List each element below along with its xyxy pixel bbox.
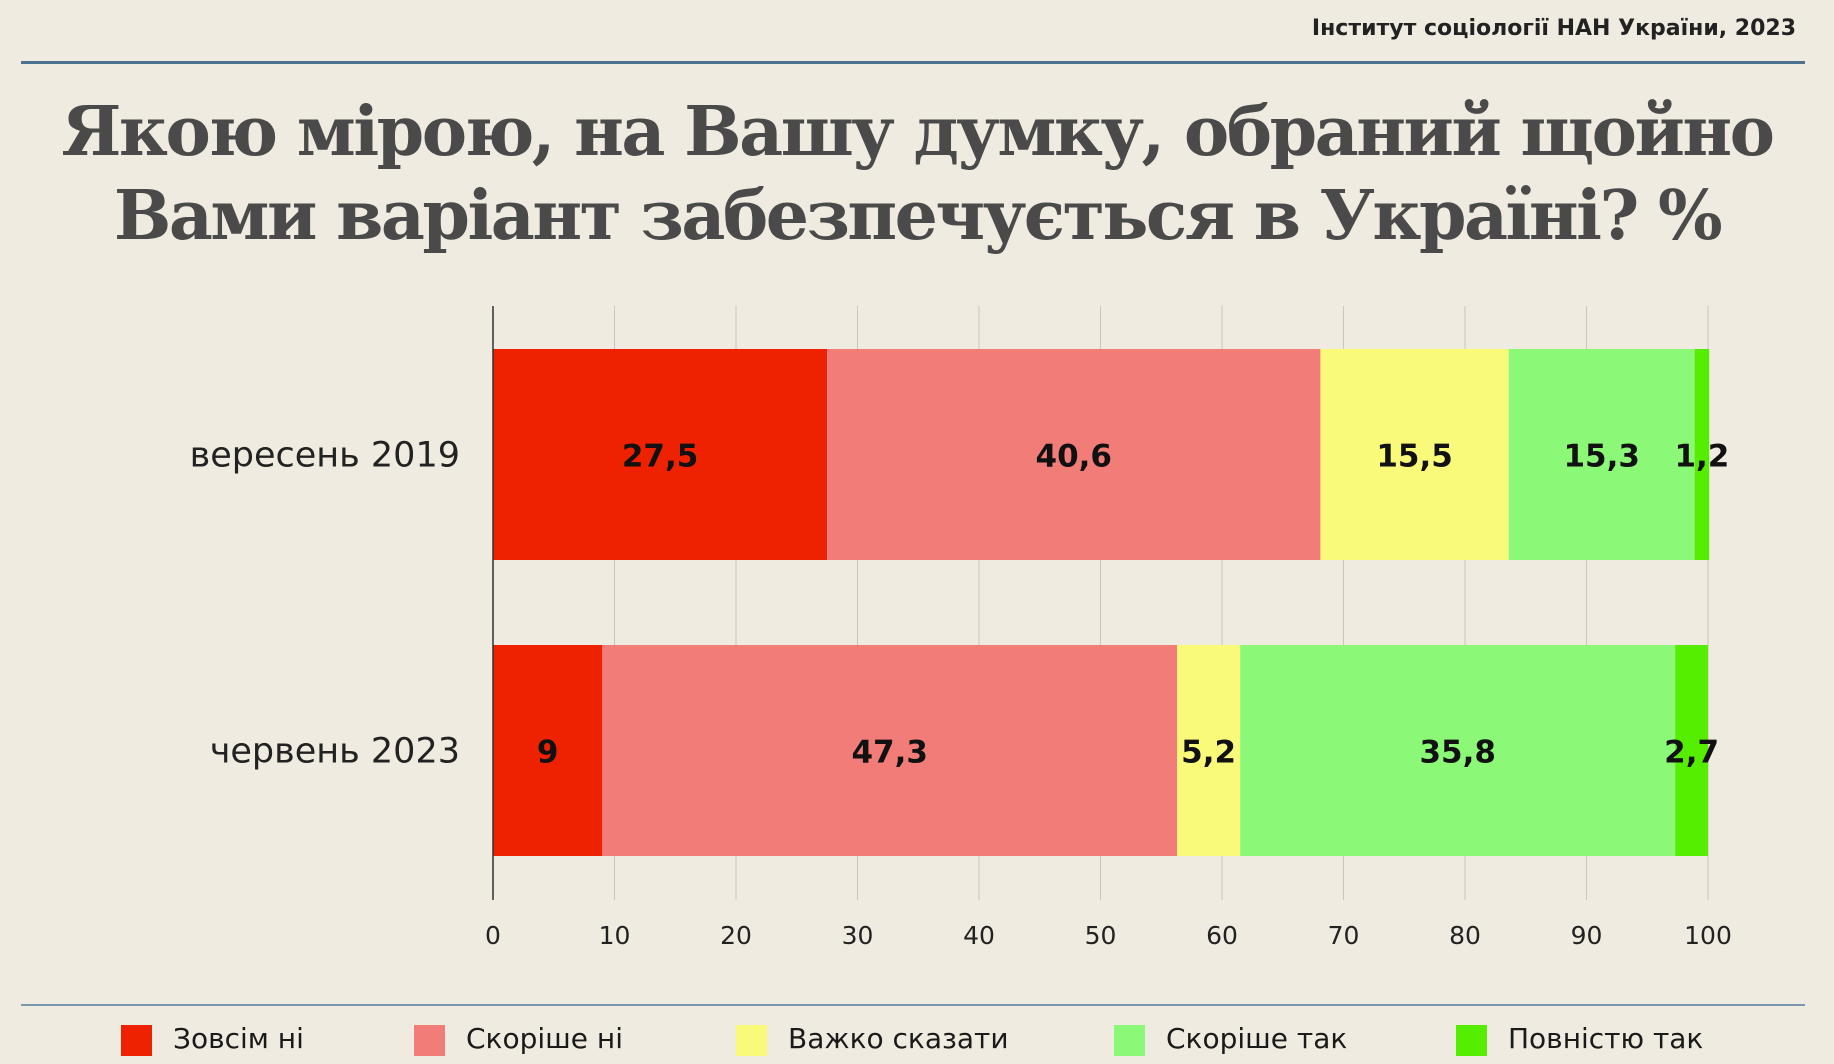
x-tick-label: 100 (1684, 921, 1732, 950)
legend-label: Зовсім ні (173, 1022, 304, 1055)
stacked-bar-chart: 27,5 40,6 15,5 15,3 1,2 вересень 2019 9 47,3 5,2… (190, 306, 1732, 950)
data-label: 35,8 (1419, 735, 1496, 771)
data-label: 15,5 (1376, 439, 1453, 475)
bar-segment (1177, 645, 1241, 856)
bar-segment (1675, 645, 1708, 856)
bar-segment (493, 645, 603, 856)
category-label: червень 2023 (210, 732, 460, 772)
x-tick-label: 40 (963, 921, 995, 950)
legend: Зовсім ні Скоріше ні Важко сказати Скоріше … (0, 1018, 1834, 1062)
category-label: вересень 2019 (190, 436, 460, 476)
x-tick-label: 0 (485, 921, 501, 950)
bottom-divider (21, 1004, 1805, 1006)
legend-swatch (414, 1025, 445, 1056)
legend-label: Важко сказати (788, 1022, 1009, 1055)
bar-segment (493, 349, 828, 560)
bar-segment (1508, 349, 1695, 560)
legend-swatch (1114, 1025, 1145, 1056)
legend-label: Скоріше ні (466, 1022, 623, 1055)
bar-segment (827, 349, 1321, 560)
x-tick-label: 50 (1085, 921, 1117, 950)
data-label: 1,2 (1674, 439, 1729, 475)
data-label: 40,6 (1036, 439, 1113, 475)
legend-swatch (1456, 1025, 1487, 1056)
x-tick-label: 20 (720, 921, 752, 950)
bar-segment (1694, 349, 1710, 560)
x-tick-label: 80 (1449, 921, 1481, 950)
data-label: 9 (537, 735, 559, 771)
x-tick-label: 90 (1571, 921, 1603, 950)
data-label: 27,5 (622, 439, 699, 475)
data-label: 15,3 (1563, 439, 1640, 475)
bar-segment (1320, 349, 1509, 560)
x-tick-label: 60 (1206, 921, 1238, 950)
x-tick-label: 10 (599, 921, 631, 950)
bar-segment (1240, 645, 1676, 856)
bar-segment (602, 645, 1178, 856)
legend-label: Скоріше так (1166, 1022, 1348, 1055)
legend-swatch (121, 1025, 152, 1056)
legend-swatch (736, 1025, 767, 1056)
top-divider (21, 61, 1805, 64)
data-label: 2,7 (1664, 735, 1719, 771)
chart-title-line-2: Вами варіант забезпечується в Україні? % (113, 176, 1723, 256)
source-label: Інститут соціології НАН України, 2023 (1311, 16, 1796, 41)
data-label: 5,2 (1181, 735, 1236, 771)
x-tick-label: 70 (1328, 921, 1360, 950)
chart-title: Якою мірою, на Вашу думку, обраний щойно… (40, 90, 1794, 258)
legend-label: Повністю так (1508, 1022, 1704, 1055)
chart-title-line-1: Якою мірою, на Вашу думку, обраний щойно (61, 92, 1775, 172)
x-tick-label: 30 (842, 921, 874, 950)
data-label: 47,3 (851, 735, 928, 771)
